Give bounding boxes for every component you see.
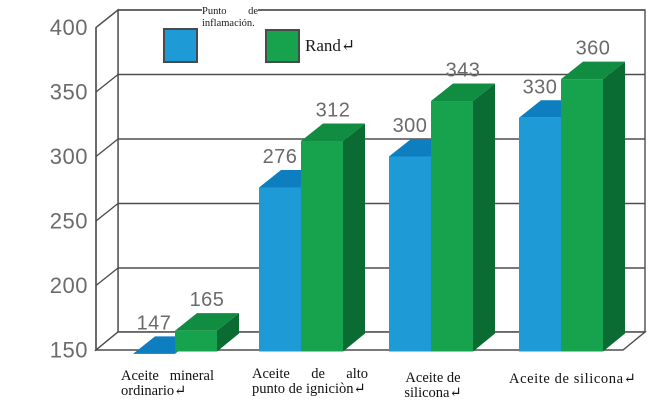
category-label-aceite-de-silicona-1: Aceite de silicona↵ — [404, 370, 462, 401]
legend-label-punto-de-inflamacion: Punto de inflamación. — [202, 6, 258, 29]
bar-s1-c0 — [175, 330, 217, 352]
side-wall-tick-350 — [95, 73, 119, 93]
bar-side-s1-c3 — [603, 61, 625, 352]
y-axis-label-350: 350 — [50, 80, 88, 105]
bar-top-s1-c3 — [561, 61, 625, 80]
side-wall-tick-400 — [95, 9, 119, 29]
value-label-s0-c0: 147 — [137, 312, 172, 334]
legend-swatch-rand — [265, 29, 300, 63]
category-label-aceite-de-silicona-2: Aceite de silicona↵ — [509, 371, 637, 387]
bar-s0-c3 — [519, 117, 561, 352]
value-label-s0-c3: 330 — [523, 76, 558, 98]
side-wall-tick-200 — [95, 267, 119, 287]
category-label-aceite-alto-punto-ignicion: Aceite de alto punto de igniciòn↵ — [252, 366, 368, 397]
bar-s1-c3 — [561, 79, 603, 352]
legend-label-rand: Rand↵ — [305, 36, 356, 55]
category-label-aceite-mineral-ordinario: Aceite mineral ordinario↵ — [121, 368, 214, 399]
bar-s0-c1 — [259, 187, 301, 352]
value-label-s1-c2: 343 — [446, 60, 481, 82]
value-label-s1-c1: 312 — [316, 100, 351, 122]
bar-side-s1-c1 — [343, 123, 365, 352]
bar-top-s1-c1 — [301, 123, 365, 142]
value-label-s1-c3: 360 — [576, 38, 611, 60]
value-label-s1-c0: 165 — [190, 289, 225, 311]
y-axis-label-150: 150 — [50, 338, 88, 363]
bar-top-s1-c0 — [175, 313, 239, 331]
y-axis-label-400: 400 — [50, 15, 88, 40]
bar-s0-c2 — [389, 156, 431, 352]
side-wall-tick-300 — [95, 138, 119, 158]
legend-swatch-punto-de-inflamacion — [163, 28, 198, 63]
side-wall — [95, 8, 119, 352]
value-label-s0-c1: 276 — [263, 146, 298, 168]
side-wall-tick-250 — [95, 202, 119, 222]
value-label-s0-c2: 300 — [393, 115, 428, 137]
y-axis-label-300: 300 — [50, 144, 88, 169]
y-axis-label-250: 250 — [50, 209, 88, 234]
bar-side-s1-c2 — [473, 83, 495, 352]
bar-s1-c2 — [431, 101, 473, 352]
bar-side-s1-c0 — [217, 313, 239, 352]
y-axis-label-200: 200 — [50, 273, 88, 298]
bar-s1-c1 — [301, 141, 343, 352]
bar-top-s1-c2 — [431, 83, 495, 102]
